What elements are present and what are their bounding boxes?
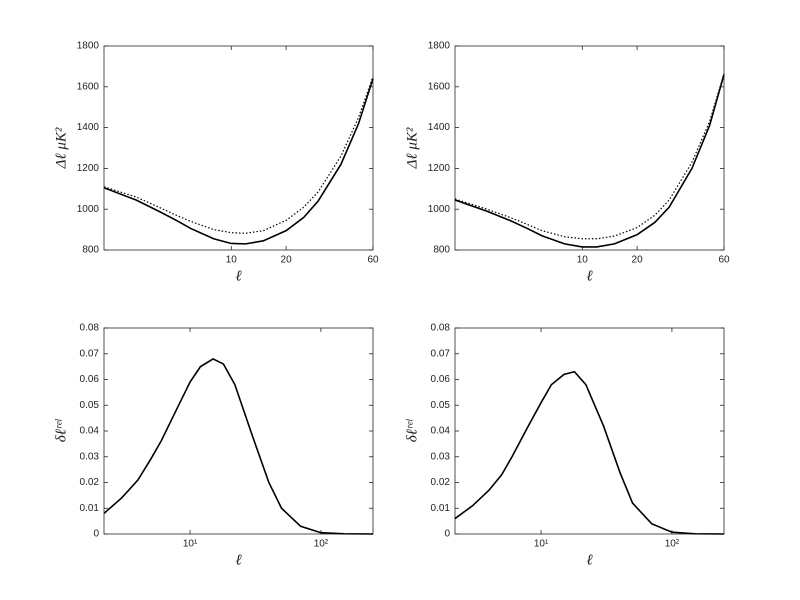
y-tick-label: 0.01 — [431, 503, 451, 514]
series-line — [103, 357, 374, 535]
y-tick-label: 1800 — [428, 41, 451, 52]
y-tick-label: 800 — [433, 245, 450, 256]
y-tick-label: 0.04 — [80, 426, 100, 437]
y-tick-label: 800 — [82, 245, 99, 256]
x-tick-label: 10² — [314, 539, 329, 550]
x-tick-label: 10 — [226, 255, 238, 266]
y-tick-label: 0.07 — [431, 348, 451, 359]
y-tick-label: 0.08 — [431, 323, 451, 334]
y-tick-label: 0.06 — [80, 374, 100, 385]
axes-frame — [103, 45, 374, 251]
x-tick-label: 10¹ — [534, 539, 549, 550]
x-tick-label: 60 — [718, 255, 730, 266]
y-tick-label: 1600 — [428, 81, 451, 92]
x-tick-label: 60 — [367, 255, 379, 266]
y-tick-label: 0.06 — [431, 374, 451, 385]
series-line — [454, 73, 725, 240]
y-tick-label: 0.01 — [80, 503, 100, 514]
x-tick-label: 10¹ — [183, 539, 198, 550]
y-tick-label: 0 — [93, 529, 99, 540]
y-tick-label: 1200 — [428, 163, 451, 174]
axes-frame — [454, 45, 725, 251]
x-axis-label: ℓ — [586, 552, 592, 568]
y-axis-label: δℓʳᵉˡ — [404, 419, 420, 442]
x-axis-label: ℓ — [235, 552, 241, 568]
x-tick-label: 20 — [281, 255, 293, 266]
y-tick-label: 0.02 — [80, 477, 100, 488]
y-axis-label: Δℓ μK² — [404, 127, 420, 169]
series-line — [454, 370, 725, 535]
y-axis-label: Δℓ μK² — [53, 127, 69, 169]
y-tick-label: 1400 — [77, 122, 100, 133]
y-tick-label: 1800 — [77, 41, 100, 52]
y-tick-label: 0.07 — [80, 348, 100, 359]
axes-frame — [103, 327, 374, 535]
y-tick-label: 1200 — [77, 163, 100, 174]
y-tick-label: 0.03 — [80, 451, 100, 462]
series-line — [454, 74, 725, 248]
y-tick-label: 0.04 — [431, 426, 451, 437]
y-tick-label: 0.05 — [80, 400, 100, 411]
y-tick-label: 0.03 — [431, 451, 451, 462]
y-tick-label: 0.08 — [80, 323, 100, 334]
x-axis-label: ℓ — [586, 268, 592, 284]
series-line — [103, 78, 374, 245]
x-tick-label: 20 — [632, 255, 644, 266]
y-tick-label: 1000 — [77, 204, 100, 215]
x-axis-label: ℓ — [235, 268, 241, 284]
y-axis-label: δℓʳᵉˡ — [53, 419, 69, 442]
y-tick-label: 1600 — [77, 81, 100, 92]
series-line — [103, 76, 374, 234]
y-tick-label: 1000 — [428, 204, 451, 215]
axes-frame — [454, 327, 725, 535]
y-tick-label: 0.05 — [431, 400, 451, 411]
x-tick-label: 10 — [577, 255, 589, 266]
x-tick-label: 10² — [665, 539, 680, 550]
y-tick-label: 1400 — [428, 122, 451, 133]
y-tick-label: 0 — [444, 529, 450, 540]
y-tick-label: 0.02 — [431, 477, 451, 488]
